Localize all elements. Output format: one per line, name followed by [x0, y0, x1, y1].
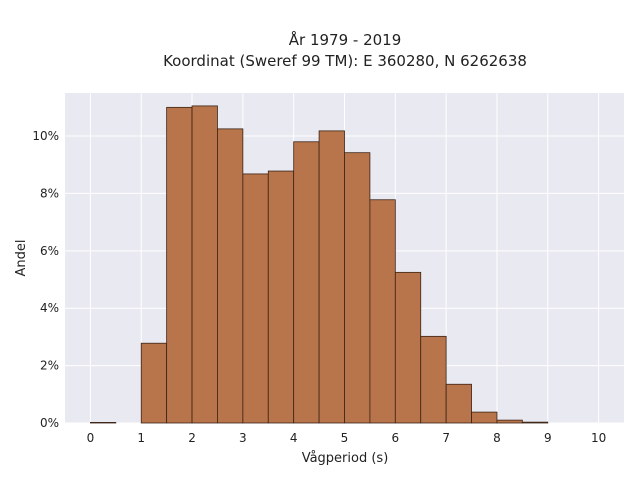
histogram-bar [191, 105, 218, 424]
histogram-bar [318, 130, 345, 424]
histogram-bar [267, 170, 295, 424]
histogram-bar [90, 422, 117, 424]
histogram-bar [521, 421, 549, 424]
x-axis-ticks: 0 1 2 3 4 5 6 7 8 9 10 [87, 431, 607, 445]
histogram-bar [369, 199, 396, 424]
chart-title-line1: År 1979 - 2019 [289, 30, 402, 49]
histogram-bar [242, 173, 269, 424]
x-tick-label: 9 [544, 431, 552, 445]
x-tick-label: 1 [137, 431, 145, 445]
x-tick-label: 6 [391, 431, 399, 445]
histogram-bar [496, 419, 523, 424]
x-tick-label: 8 [493, 431, 501, 445]
chart-title-line2: Koordinat (Sweref 99 TM): E 360280, N 62… [163, 52, 527, 70]
y-tick-label: 2% [40, 359, 59, 373]
histogram-bar [420, 335, 447, 424]
x-tick-label: 7 [442, 431, 450, 445]
y-axis-label: Andel [14, 240, 29, 277]
x-tick-label: 5 [341, 431, 349, 445]
histogram-bar [166, 106, 193, 424]
x-tick-label: 3 [239, 431, 247, 445]
y-tick-label: 10% [32, 129, 59, 143]
y-tick-label: 4% [40, 301, 59, 315]
x-tick-label: 10 [591, 431, 606, 445]
y-tick-label: 8% [40, 186, 59, 200]
histogram-bar [471, 411, 498, 424]
histogram-bar [344, 152, 371, 424]
x-tick-label: 0 [87, 431, 95, 445]
x-tick-label: 4 [290, 431, 298, 445]
bars-group [90, 105, 549, 424]
x-axis-label: Vågperiod (s) [302, 451, 389, 466]
y-axis-ticks: 0% 2% 4% 6% 8% 10% [32, 129, 59, 430]
histogram-bar [445, 383, 472, 424]
histogram-bar [293, 141, 320, 424]
histogram-bar [217, 128, 244, 424]
histogram-bar [394, 271, 422, 424]
y-tick-label: 0% [40, 416, 59, 430]
y-tick-label: 6% [40, 244, 59, 258]
x-tick-label: 2 [188, 431, 196, 445]
histogram-bar [140, 342, 168, 424]
